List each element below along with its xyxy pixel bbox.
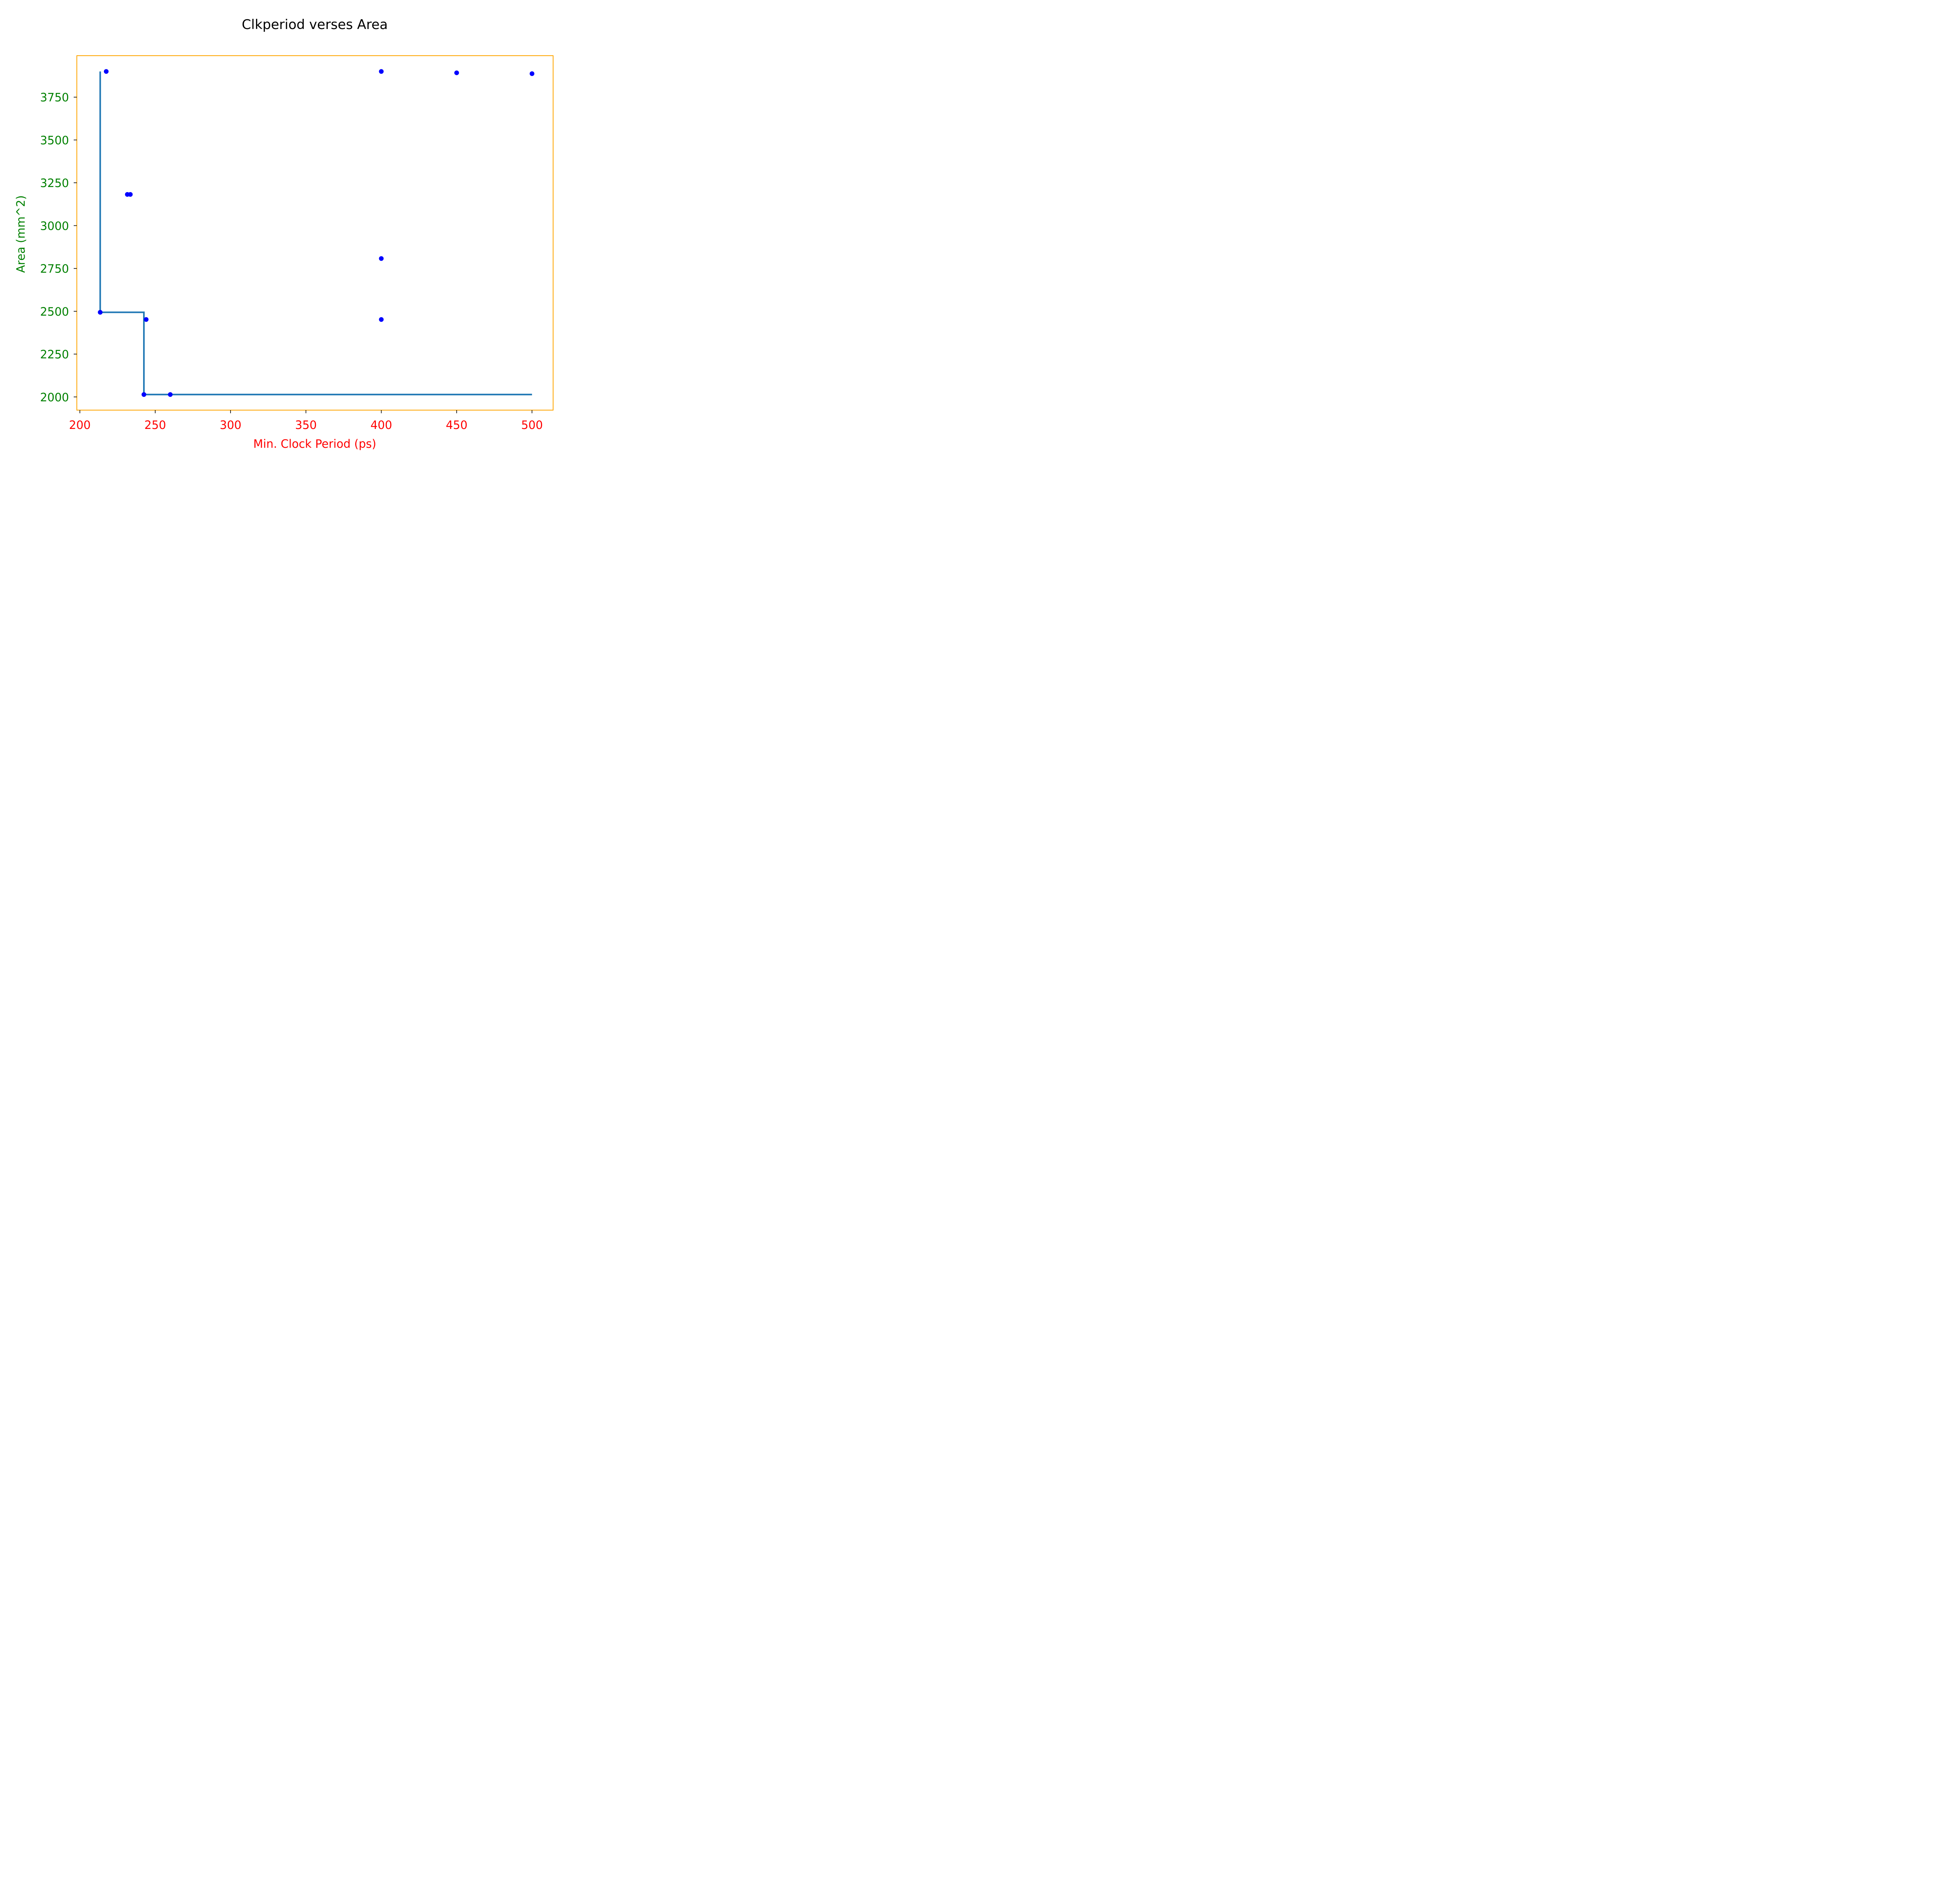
chart: Clkperiod verses Area 200 250 300 350 400 450… bbox=[0, 0, 607, 458]
pareto-step-line bbox=[99, 71, 532, 396]
figure-background bbox=[0, 0, 607, 458]
x-tick-label: 300 bbox=[220, 418, 241, 432]
y-tick-label: 2250 bbox=[40, 348, 69, 361]
y-tick-label: 2750 bbox=[40, 262, 69, 276]
x-tick-label: 200 bbox=[69, 418, 91, 432]
x-axis-label: Min. Clock Period (ps) bbox=[253, 437, 376, 451]
data-point bbox=[379, 317, 384, 322]
x-tick-label: 500 bbox=[521, 418, 543, 432]
x-tick-label: 250 bbox=[144, 418, 166, 432]
data-point bbox=[454, 70, 459, 75]
data-point bbox=[142, 392, 147, 397]
y-tick-label: 2500 bbox=[40, 305, 69, 318]
plot-area bbox=[76, 55, 554, 411]
y-tick-label: 3250 bbox=[40, 176, 69, 190]
y-tick-label: 3000 bbox=[40, 219, 69, 233]
x-tick-label: 450 bbox=[446, 418, 467, 432]
data-point bbox=[103, 69, 109, 74]
x-axis: 200 250 300 350 400 450 500 bbox=[69, 410, 543, 432]
chart-title: Clkperiod verses Area bbox=[242, 17, 388, 33]
x-tick-label: 400 bbox=[370, 418, 392, 432]
data-point bbox=[379, 69, 384, 74]
y-axis-label: Area (mm^2) bbox=[14, 195, 27, 273]
data-point bbox=[143, 317, 149, 322]
y-tick-label: 2000 bbox=[40, 391, 69, 404]
data-point bbox=[530, 71, 535, 76]
y-axis: 2000 2250 2500 2750 3000 3250 3500 3750 bbox=[40, 91, 77, 404]
plot-frame bbox=[76, 55, 554, 411]
data-point bbox=[168, 392, 173, 397]
series bbox=[98, 69, 535, 397]
y-tick-label: 3500 bbox=[40, 134, 69, 147]
y-tick-label: 3750 bbox=[40, 91, 69, 104]
data-point bbox=[379, 256, 384, 261]
data-point bbox=[128, 192, 133, 197]
data-point bbox=[98, 310, 103, 315]
x-tick-label: 350 bbox=[295, 418, 317, 432]
